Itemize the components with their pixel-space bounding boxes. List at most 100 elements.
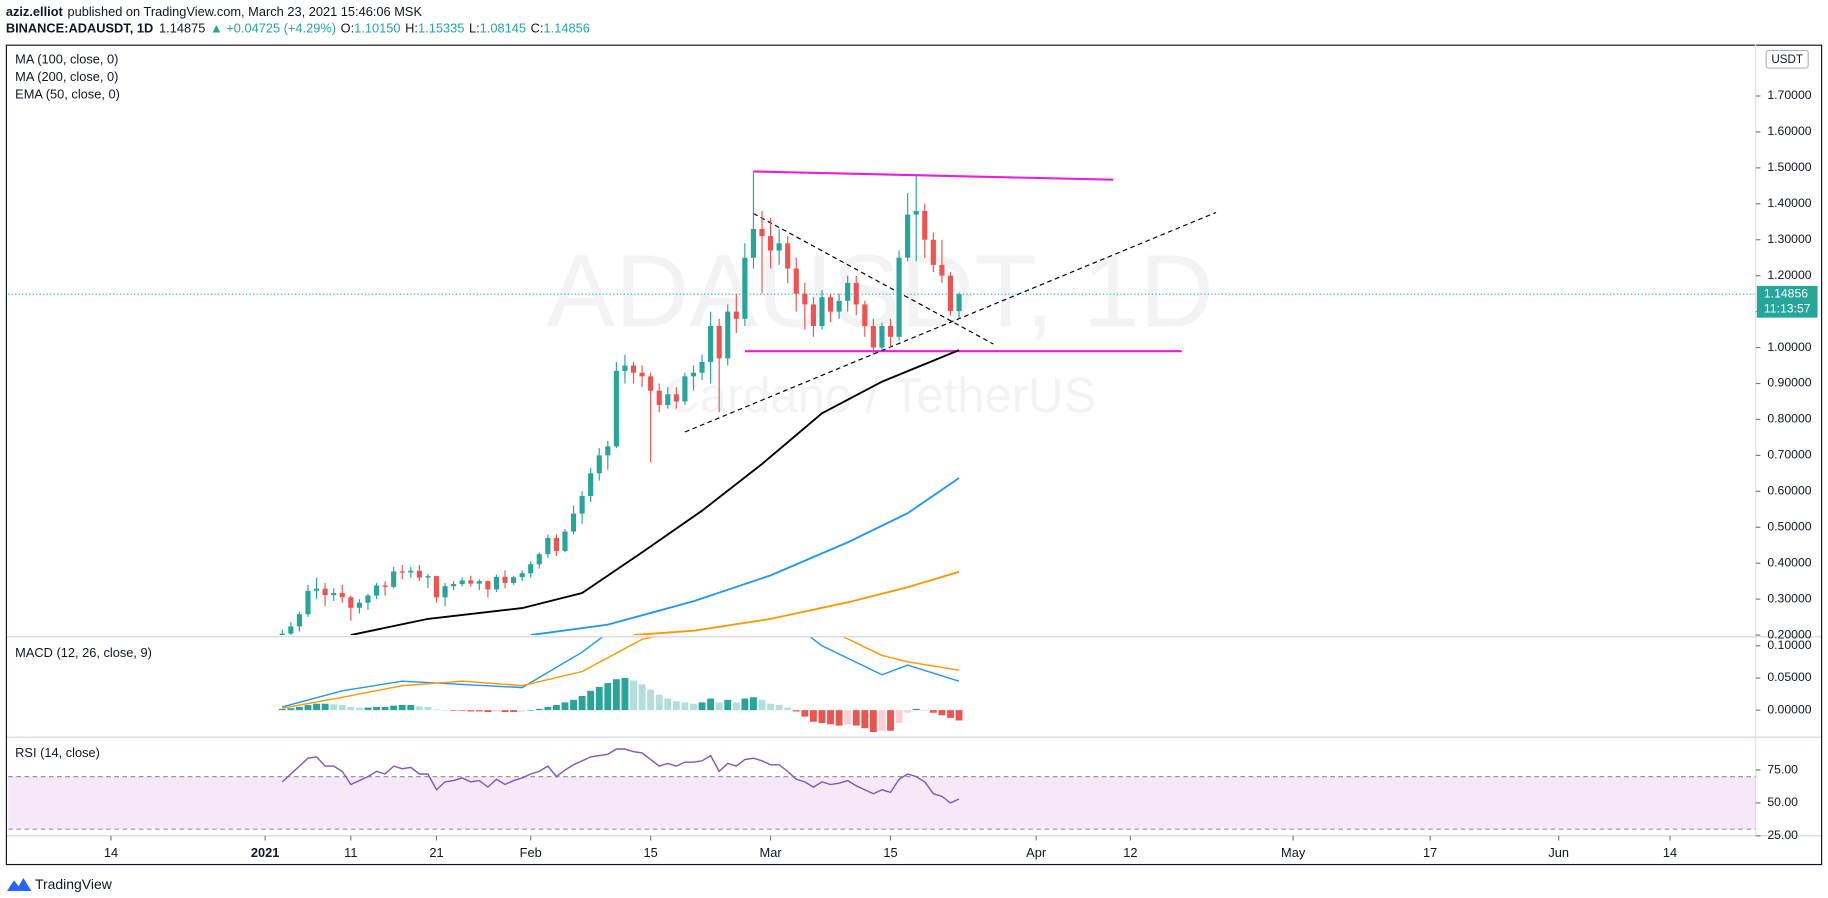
y-tick-label: 0.70000	[1767, 448, 1811, 462]
quote-value: 1.14856	[544, 21, 590, 36]
candle-body	[648, 376, 654, 391]
macd-pane	[278, 637, 963, 733]
candle-body	[502, 576, 508, 583]
macd-bar	[407, 704, 415, 711]
y-tick-label: 0.20000	[1767, 627, 1811, 641]
candle-body	[331, 593, 337, 596]
macd-bar	[510, 710, 518, 713]
candle-body	[913, 210, 919, 215]
macd-bar	[707, 698, 715, 711]
y-tick-label: 1.70000	[1767, 88, 1811, 102]
candle-body	[656, 390, 662, 406]
candle-body	[939, 264, 945, 276]
macd-bar	[672, 701, 680, 711]
macd-bar	[758, 699, 766, 711]
macd-bar	[321, 703, 329, 711]
brand: TradingView	[35, 876, 113, 892]
macd-bar	[373, 706, 380, 711]
macd-bar	[570, 699, 577, 711]
macd-bar	[587, 690, 595, 711]
candle-body	[596, 455, 602, 474]
candle-body	[887, 325, 894, 337]
candle-body	[768, 236, 774, 251]
y-tick-label: 1.20000	[1767, 268, 1811, 282]
rsi-pane	[8, 748, 1756, 830]
candle-body	[365, 595, 371, 603]
candle-body	[519, 573, 525, 578]
macd-bar	[955, 710, 963, 721]
macd-bar	[869, 710, 877, 733]
symbol: BINANCE:ADAUSDT, 1D	[6, 21, 153, 36]
macd-bar	[467, 710, 475, 712]
macd-bar	[852, 710, 860, 726]
macd-bar	[415, 706, 423, 711]
last-price-badge	[1756, 285, 1818, 318]
candle-body	[613, 370, 619, 447]
macd-bar	[775, 704, 783, 711]
x-tick-label: 12	[1123, 845, 1137, 860]
header-line: aziz.elliot published on TradingView.com,…	[6, 4, 423, 19]
macd-bar	[698, 702, 706, 711]
macd-bar	[544, 706, 552, 711]
candle-body	[399, 571, 405, 573]
y-tick-label: 0.00000	[1767, 702, 1811, 716]
candle-body	[536, 554, 542, 565]
candle-body	[690, 372, 697, 377]
candle-body	[391, 571, 397, 587]
axes: 0.20000 0.30000 0.40000 0.50000 0.60000 0.700…	[8, 88, 1818, 860]
macd-bar	[493, 710, 500, 712]
candle-body	[570, 513, 577, 532]
x-tick-label: 17	[1423, 845, 1437, 860]
macd-bar	[767, 703, 775, 711]
candle-body	[639, 372, 645, 377]
y-tick-label: 25.00	[1767, 828, 1798, 842]
candle-body	[288, 626, 294, 634]
macd-bar	[595, 686, 603, 711]
brand-logo	[6, 878, 32, 891]
candle-body	[305, 590, 311, 615]
trend-line	[684, 211, 1217, 433]
y-tick-label: 0.40000	[1767, 555, 1811, 569]
macd-bar	[527, 710, 535, 711]
candle-body	[750, 228, 757, 258]
candle-body	[905, 214, 911, 258]
candle-body	[947, 275, 954, 312]
y-tick-label: 1.50000	[1767, 160, 1811, 174]
y-tick-label: 75.00	[1767, 762, 1798, 776]
macd-bar	[424, 706, 432, 711]
x-tick-label: Apr	[1026, 845, 1047, 860]
x-tick-label: 2021	[251, 845, 280, 860]
macd-bar	[630, 680, 637, 711]
macd-bar	[690, 703, 697, 711]
quote-value: 1.10150	[354, 21, 400, 36]
candle-body	[956, 294, 962, 312]
macd-bar	[878, 710, 886, 731]
countdown: 11:13:57	[1764, 302, 1811, 316]
macd-bar	[912, 708, 920, 711]
macd-bar	[295, 706, 303, 711]
macd-bar	[929, 710, 937, 713]
y-tick-label: 0.90000	[1767, 376, 1811, 390]
candle-body	[373, 585, 380, 596]
macd-bar	[921, 710, 929, 711]
macd-bar	[904, 710, 912, 713]
currency-badge	[1765, 49, 1809, 69]
macd-bar	[604, 683, 612, 711]
y-tick-label: 1.00000	[1767, 340, 1811, 354]
macd-bar	[304, 704, 312, 711]
rsi-title: RSI (14, close)	[15, 745, 100, 760]
price-pane	[279, 170, 1217, 636]
macd-bar	[390, 705, 398, 711]
y-tick-label: 1.30000	[1767, 232, 1811, 246]
macd-bar	[801, 710, 809, 717]
candle-body	[870, 325, 876, 348]
y-tick-label: 0.10000	[1767, 638, 1811, 652]
candle-body	[673, 394, 679, 402]
macd-bar	[818, 710, 826, 724]
macd-bar	[715, 702, 723, 711]
candle-body	[827, 297, 834, 312]
macd-bar	[475, 710, 483, 712]
candle-body	[819, 297, 825, 326]
candle-body	[793, 268, 799, 294]
